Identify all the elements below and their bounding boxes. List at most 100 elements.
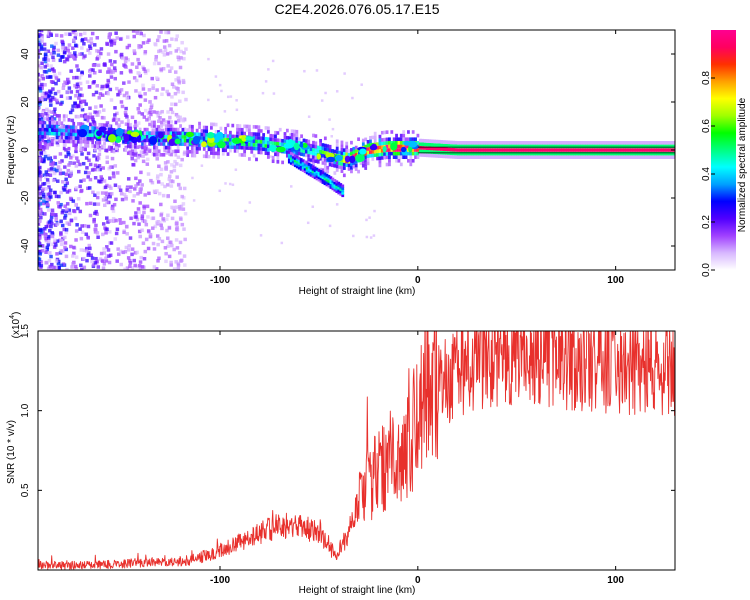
spectrogram-ridge-cell bbox=[297, 151, 301, 156]
spectrogram-ridge-cell bbox=[366, 157, 370, 162]
spectrogram-noise-cell bbox=[100, 259, 105, 263]
spectrogram-noise-cell bbox=[103, 226, 107, 230]
spectrogram-branch-cell bbox=[287, 150, 291, 154]
spectrogram-noise-cell bbox=[97, 163, 102, 168]
spectrogram-ridge-cell bbox=[611, 148, 614, 152]
spectrogram-noise-cell bbox=[47, 139, 51, 144]
spectrogram-ridge-cell bbox=[183, 142, 187, 147]
spectrogram-ridge-cell bbox=[411, 159, 415, 163]
spectrogram-noise-cell bbox=[60, 39, 64, 44]
spectrogram-ridge-cell bbox=[134, 127, 137, 131]
spectrogram-ridge-cell bbox=[257, 136, 261, 140]
spectrogram-branch-cell bbox=[335, 187, 339, 191]
spectrogram-branch-cell bbox=[299, 167, 303, 171]
spectrogram-noise-cell bbox=[38, 257, 42, 262]
spectrogram-ridge-cell bbox=[352, 146, 356, 151]
spectrogram-noise-cell bbox=[67, 54, 71, 59]
spectrogram-ridge-cell bbox=[247, 142, 251, 147]
spectrogram-ridge-cell bbox=[378, 152, 382, 157]
spectrogram-noise-cell bbox=[172, 164, 177, 169]
spectrogram-ridge-cell bbox=[224, 130, 228, 135]
spectrogram-ridge-cell bbox=[461, 141, 465, 145]
spectrogram-ridge-cell bbox=[100, 144, 104, 149]
spectrogram-noise-cell bbox=[360, 83, 363, 86]
spectrogram-branch-cell bbox=[301, 168, 305, 172]
spectrogram-ridge-cell bbox=[53, 124, 57, 129]
spectrogram-ridge-cell bbox=[174, 120, 178, 125]
spectrogram-ridge-cell bbox=[238, 124, 242, 128]
spectrogram-noise-cell bbox=[115, 36, 119, 40]
spectrogram-ridge-cell bbox=[369, 153, 372, 158]
spectrogram-noise-cell bbox=[72, 209, 77, 214]
spectrogram-noise-cell bbox=[55, 140, 60, 145]
spectrogram-blob bbox=[269, 144, 278, 152]
spectrogram-ridge-cell bbox=[473, 144, 477, 149]
spectrogram-noise-cell bbox=[108, 230, 112, 234]
spectrogram-noise-cell bbox=[87, 243, 92, 248]
spectrogram-noise-cell bbox=[155, 157, 159, 161]
spectrogram-noise-cell bbox=[65, 190, 70, 194]
spectrogram-ridge-cell bbox=[160, 153, 163, 157]
spectrogram-branch-cell bbox=[309, 168, 313, 172]
spectrogram-noise-cell bbox=[151, 86, 155, 91]
spectrogram-blob bbox=[77, 128, 88, 138]
spectrogram-ridge-cell bbox=[243, 124, 247, 129]
spectrogram-noise-cell bbox=[89, 253, 93, 258]
spectrogram-noise-cell bbox=[71, 199, 76, 203]
spectrogram-ridge-cell bbox=[164, 124, 168, 128]
spectrogram-ridge-cell bbox=[397, 151, 401, 156]
spectrogram-ridge-cell bbox=[613, 151, 617, 156]
spectrogram-noise-cell bbox=[88, 74, 92, 78]
spectrogram-noise-cell bbox=[94, 228, 98, 232]
spectrogram-noise-cell bbox=[38, 86, 42, 91]
spectrogram-ridge-cell bbox=[188, 128, 192, 132]
spectrogram-noise-cell bbox=[112, 41, 117, 46]
spectrogram-noise-cell bbox=[157, 61, 161, 66]
spectrogram-ridge-cell bbox=[646, 141, 650, 145]
spectrogram-ridge-cell bbox=[86, 133, 90, 137]
spectrogram-noise-cell bbox=[167, 254, 172, 259]
spectrogram-noise-cell bbox=[143, 108, 148, 113]
spectrogram-noise-cell bbox=[120, 56, 125, 61]
spectrogram-noise-cell bbox=[38, 37, 43, 41]
spectrogram-ridge-cell bbox=[490, 144, 493, 149]
spectrogram-noise-cell bbox=[96, 63, 101, 68]
spectrogram-ridge-cell bbox=[335, 146, 339, 151]
spectrogram-ridge-cell bbox=[145, 127, 149, 132]
spectrogram-branch-cell bbox=[313, 176, 317, 180]
spectrogram-noise-cell bbox=[157, 119, 161, 123]
spectrogram-noise-cell bbox=[235, 99, 238, 102]
spectrogram-noise-cell bbox=[365, 218, 368, 222]
spectrogram-ridge-cell bbox=[198, 146, 201, 151]
spectrogram-noise-cell bbox=[106, 70, 110, 74]
spectrogram-noise-cell bbox=[52, 117, 57, 121]
spectrogram-ridge-cell bbox=[212, 155, 216, 159]
spectrogram-ridge-cell bbox=[274, 130, 277, 135]
spectrogram-branch-cell bbox=[307, 170, 311, 174]
spectrogram-noise-cell bbox=[46, 234, 51, 239]
spectrogram-ridge-cell bbox=[74, 114, 78, 119]
spectrogram-ridge-cell bbox=[440, 143, 444, 148]
spectrogram-noise-cell bbox=[303, 69, 306, 73]
spectrogram-ridge-cell bbox=[342, 151, 346, 156]
spectrogram-ridge-cell bbox=[96, 144, 99, 149]
spectrogram-ridge-cell bbox=[295, 151, 299, 156]
spectrogram-ridge-cell bbox=[243, 149, 247, 154]
spectrogram-ridge-cell bbox=[250, 139, 254, 143]
spectrogram-ridge-cell bbox=[570, 141, 574, 145]
spectrogram-noise-cell bbox=[154, 267, 159, 270]
spectrogram-noise-cell bbox=[107, 33, 112, 37]
spectrogram-ridge-cell bbox=[295, 129, 299, 134]
spectrogram-noise-cell bbox=[87, 158, 91, 163]
spectrogram-ridge-cell bbox=[316, 149, 320, 153]
spectrogram-branch-cell bbox=[327, 179, 331, 183]
spectrogram-ridge-cell bbox=[485, 151, 489, 156]
spectrogram-ridge-cell bbox=[174, 149, 178, 153]
spectrogram-noise-cell bbox=[75, 89, 80, 94]
spectrogram-noise-cell bbox=[133, 158, 138, 163]
spectrogram-noise-cell bbox=[47, 240, 51, 244]
spectrogram-noise-cell bbox=[159, 202, 163, 207]
spectrogram-ridge-cell bbox=[523, 148, 527, 152]
spectrogram-ridge-cell bbox=[516, 141, 520, 145]
spectrogram-ridge-cell bbox=[594, 155, 598, 159]
